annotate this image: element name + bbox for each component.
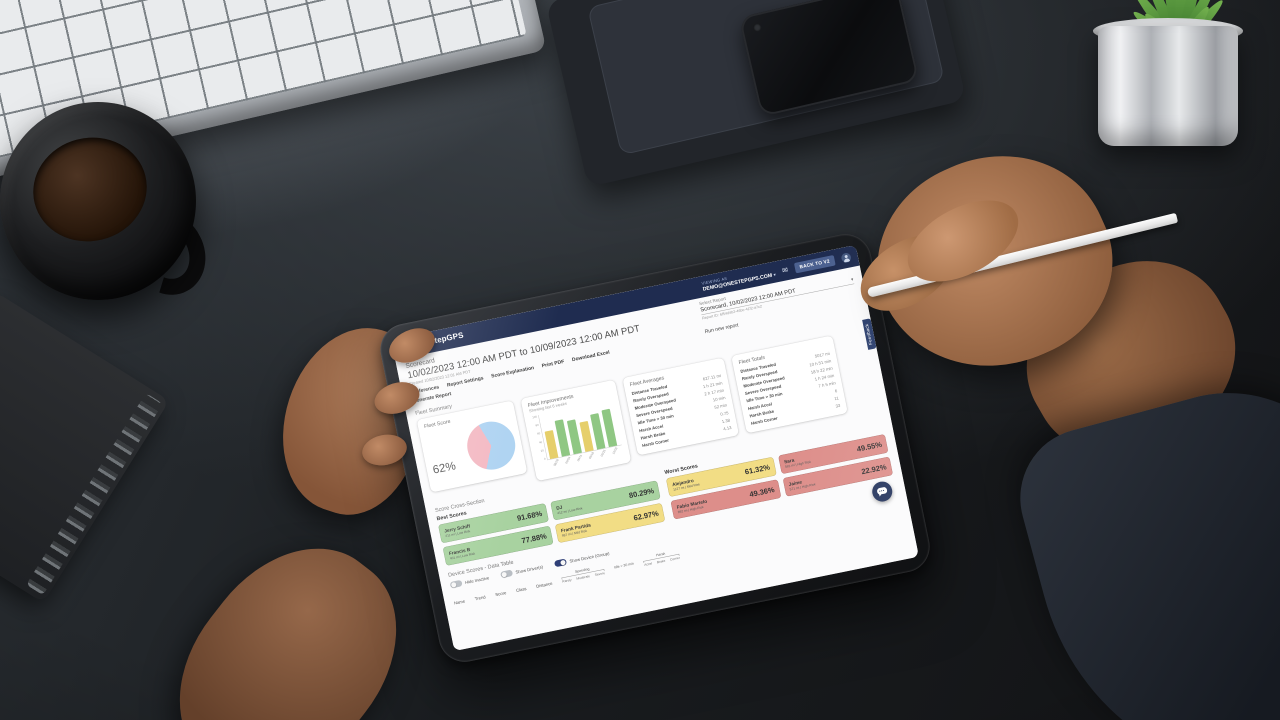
legend-idle: Idle > 30 min <box>614 562 635 573</box>
account-avatar-icon[interactable] <box>840 251 852 264</box>
plant-pot <box>1098 26 1238 146</box>
fleet-score-pie <box>462 417 520 474</box>
switch-control[interactable] <box>449 579 463 589</box>
chevron-down-icon: ▾ <box>773 271 777 278</box>
y-tick: 0 <box>543 457 546 461</box>
legend-harsh: Harsh Accel Brake Corner <box>643 549 681 567</box>
driver-score: 49.36% <box>748 485 776 499</box>
x-tick: 08/28 <box>553 458 560 467</box>
y-tick: 40 <box>538 440 543 445</box>
x-tick: 09/04 <box>565 456 572 465</box>
stat-value: 6 <box>834 387 838 394</box>
header-link[interactable]: Print PDF <box>541 358 565 369</box>
legend-item: Brake <box>656 559 666 565</box>
y-tick: 80 <box>535 423 539 428</box>
chat-dots-icon: ••• <box>878 488 886 494</box>
y-tick: 20 <box>540 449 545 453</box>
tablet-screen: OneStepGPS VIEWING AS DEMO@ONESTEPGPS.CO… <box>391 244 919 652</box>
x-tick: 09/18 <box>588 451 595 460</box>
switch-control[interactable] <box>500 569 514 579</box>
legend-item: Rarely <box>562 578 572 584</box>
stat-value: 33 <box>835 402 841 409</box>
fleet-totals-card: Fleet Totals Distance Traveled 5017 mi <box>731 335 848 434</box>
driver-score: 77.88% <box>520 531 548 546</box>
dashboard-app: OneStepGPS VIEWING AS DEMO@ONESTEPGPS.CO… <box>391 244 919 652</box>
left-forearm <box>140 511 436 720</box>
toggle-label: Show Driver(s) <box>515 563 544 575</box>
driver-score: 91.68% <box>516 509 543 523</box>
legend-idle-label: Idle > 30 min <box>613 562 635 570</box>
x-tick: 10/02 <box>612 446 619 455</box>
column-header: Distance <box>535 580 553 589</box>
column-header: Trend <box>474 594 487 602</box>
fleet-score-card: Fleet Score 62% <box>416 400 528 493</box>
column-header: Name <box>453 598 466 606</box>
fleet-improvements-card: Fleet Improvements Showing last 6 weeks … <box>520 379 632 482</box>
spiral-coils <box>26 393 163 596</box>
tablet: OneStepGPS VIEWING AS DEMO@ONESTEPGPS.CO… <box>375 229 935 667</box>
phone-camera <box>752 22 763 33</box>
fleet-score-value: 62% <box>431 458 457 477</box>
legend-speeding: Speeding Rarely Moderate Severe <box>561 565 606 584</box>
driver-score: 49.55% <box>856 440 883 454</box>
mail-icon[interactable]: ✉ <box>781 265 789 275</box>
stat-value: 4.13 <box>722 424 732 432</box>
column-header: Score <box>494 590 507 598</box>
y-tick: 100 <box>532 415 538 420</box>
coffee-mug <box>0 102 220 309</box>
driver-score: 22.92% <box>860 462 888 476</box>
chevron-down-icon: ▾ <box>850 276 854 282</box>
driver-score: 80.29% <box>628 486 655 500</box>
driver-score: 61.32% <box>744 462 771 477</box>
x-tick: 09/25 <box>600 449 607 458</box>
driver-score: 62.97% <box>632 508 660 523</box>
fleet-averages-card: Fleet Averages Distance Traveled 627.11 … <box>622 357 740 456</box>
legend-item: Accel <box>643 561 653 567</box>
spiral-notebook <box>0 291 170 603</box>
legend-item: Corner <box>669 556 681 562</box>
switch-control[interactable] <box>554 558 568 568</box>
stat-value: 11 <box>833 395 840 402</box>
x-tick: 09/11 <box>576 454 584 463</box>
column-header: Class <box>515 585 527 594</box>
legend-item: Severe <box>594 571 606 578</box>
y-tick: 60 <box>537 432 541 436</box>
back-to-v2-button[interactable]: BACK TO V2 <box>793 254 836 274</box>
toggle-label: Hide Inactive <box>464 574 490 585</box>
